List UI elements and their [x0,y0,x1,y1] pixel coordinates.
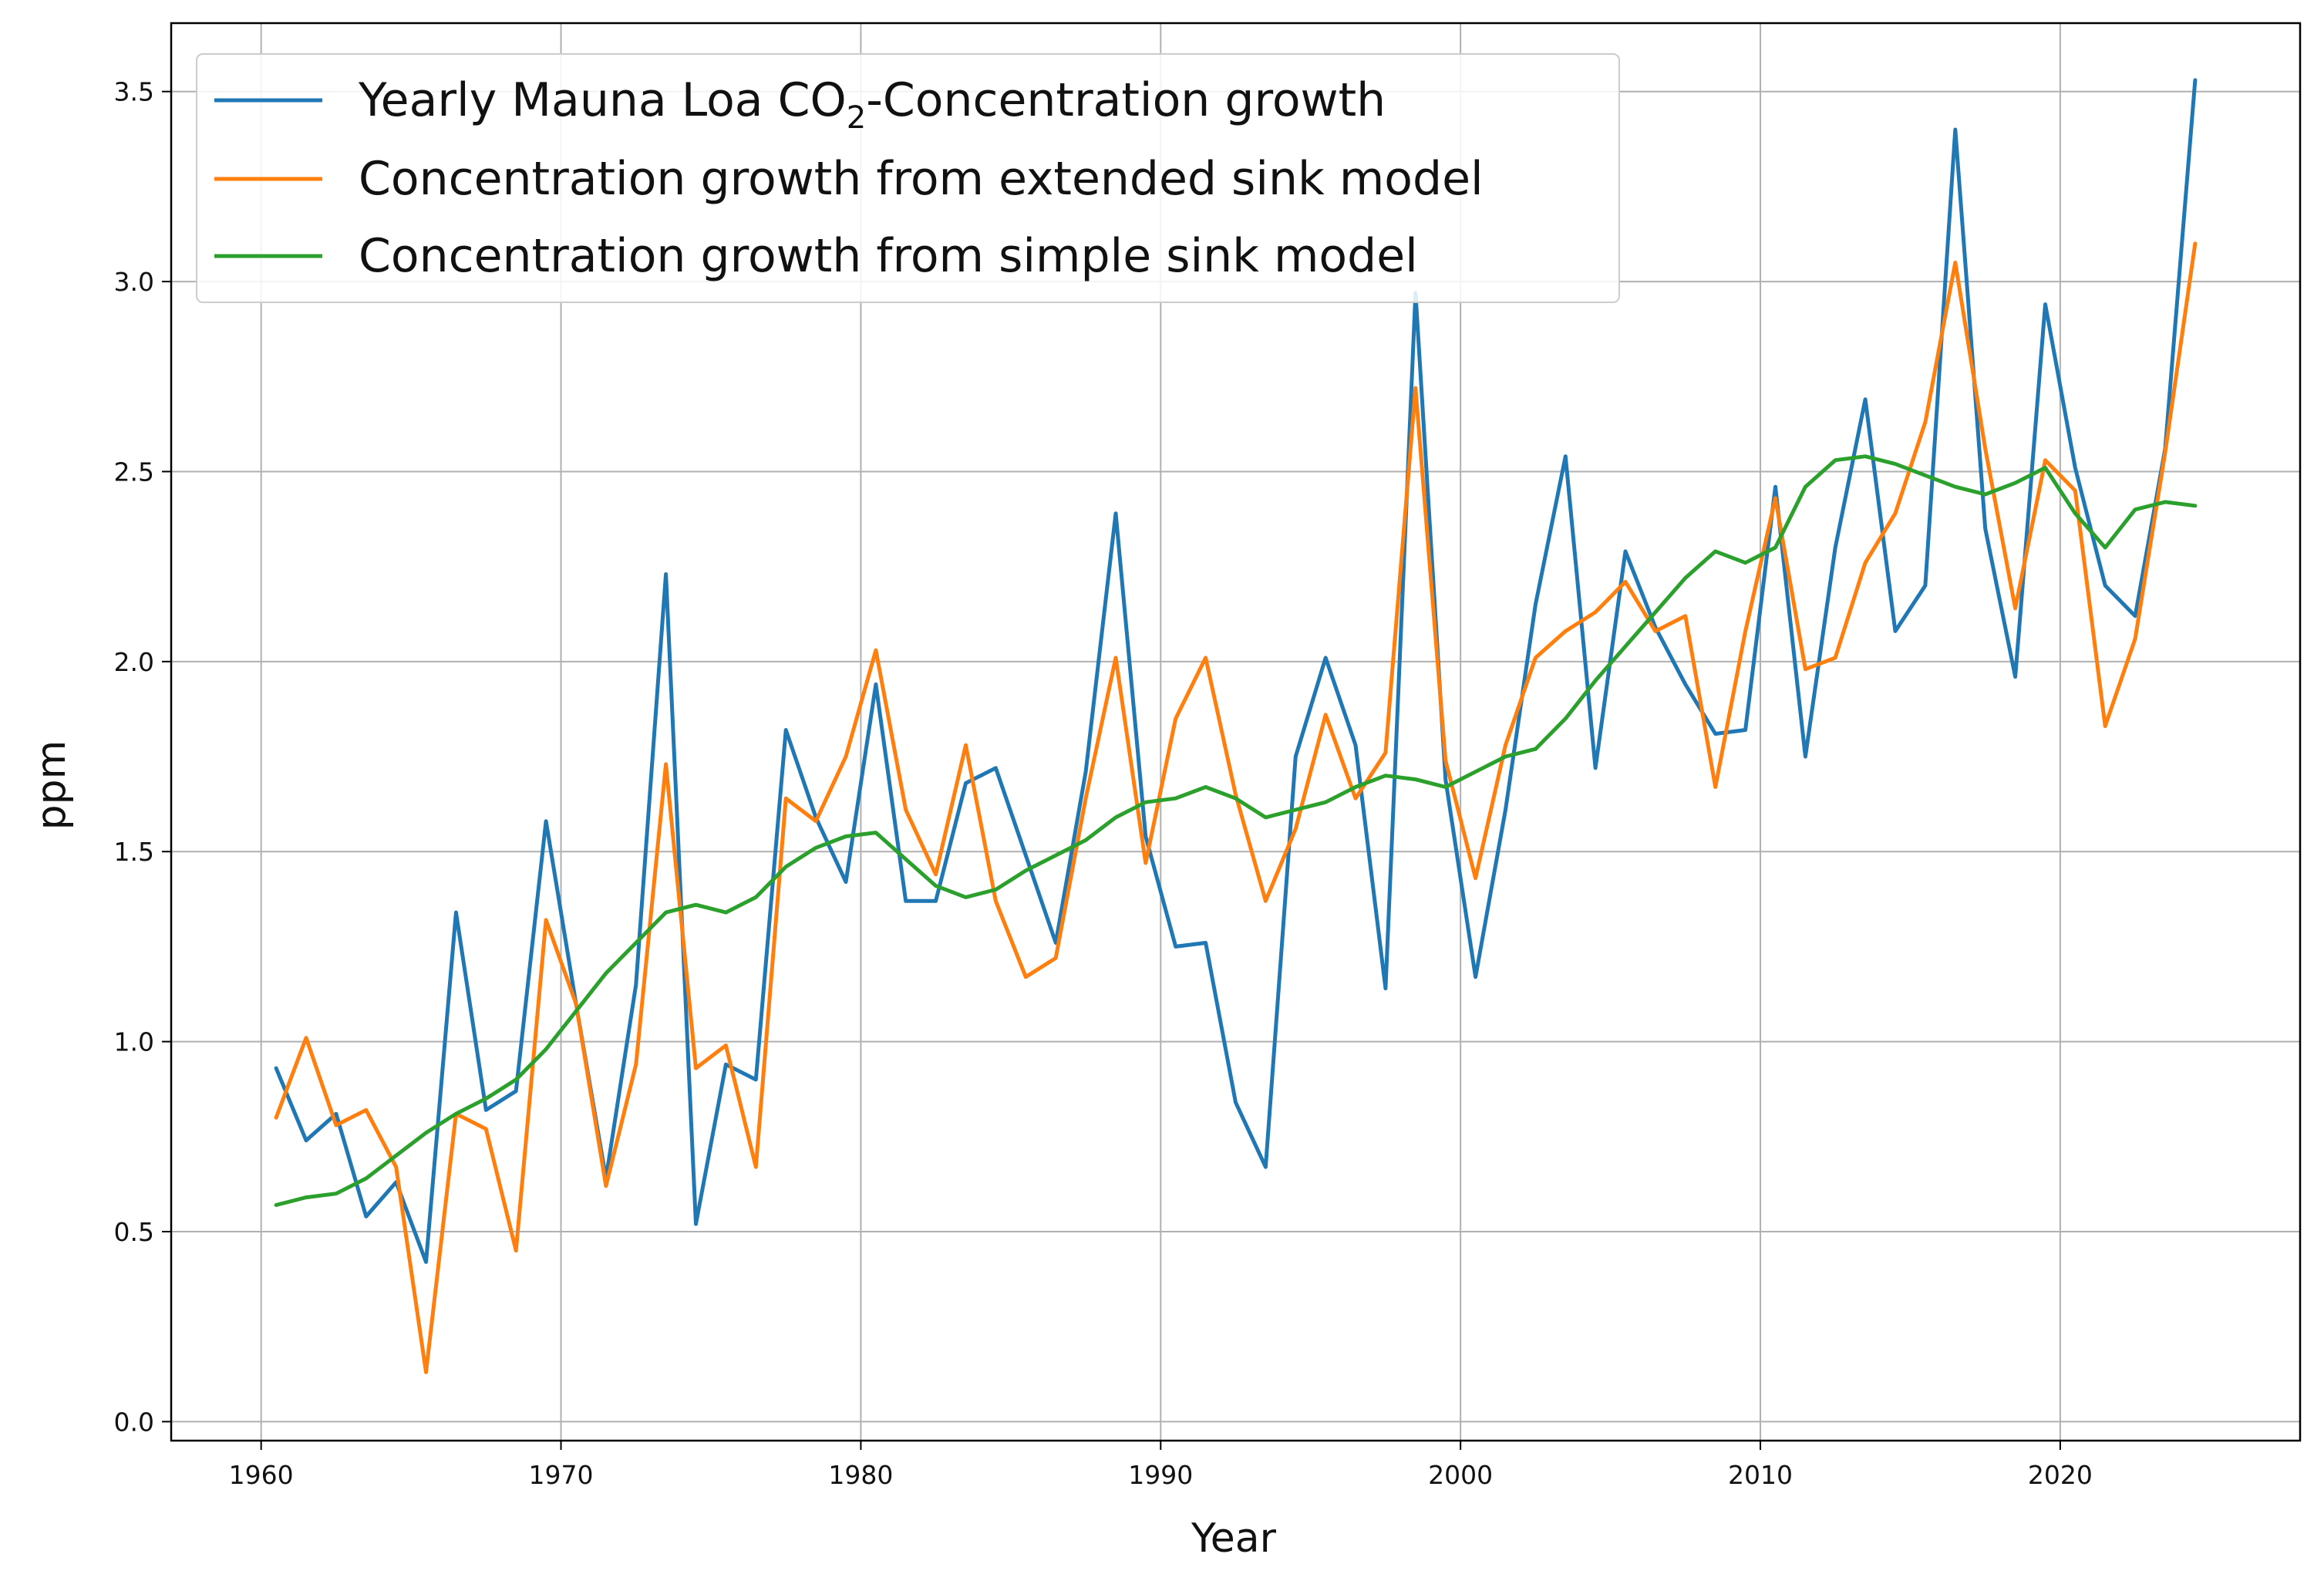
y-tick-label: 2.0 [114,647,154,677]
x-tick-label: 2000 [1428,1460,1493,1490]
legend-label-simple-model: Concentration growth from simple sink mo… [359,229,1418,283]
x-tick-label: 1990 [1128,1460,1193,1490]
legend: Yearly Mauna Loa CO2-Concentration growt… [196,53,1620,303]
y-tick-label: 0.5 [114,1217,154,1247]
y-tick-label: 0.0 [114,1407,154,1437]
series-line-extended-model [274,241,2198,1374]
x-tick-label: 1960 [229,1460,294,1490]
x-tick-label: 2010 [1728,1460,1793,1490]
legend-box [196,53,1620,303]
legend-label-observed: Yearly Mauna Loa CO2-Concentration growt… [358,73,1386,136]
axes-layer [170,22,2302,1442]
legend-label-observed-part1: Yearly Mauna Loa CO [358,73,847,127]
legend-label-observed-subscript: 2 [847,100,866,136]
y-tick-label: 1.0 [114,1027,154,1057]
legend-label-observed-part2: -Concentration growth [866,73,1386,127]
x-axis-label: Year [1191,1515,1277,1562]
series-layer [274,78,2198,1374]
y-axis-label: ppm [29,740,75,831]
legend-label-extended-model: Concentration growth from extended sink … [359,152,1484,206]
y-tick-label: 2.5 [114,457,154,487]
ticks-layer: 1960 1970 1980 1990 2000 2010 2020 0.0 0.5 1.0 1.5… [114,77,2093,1490]
plot-frame [170,22,2302,1442]
x-tick-label: 2020 [2028,1460,2093,1490]
x-tick-label: 1980 [828,1460,893,1490]
x-tick-label: 1970 [529,1460,594,1490]
y-tick-label: 1.5 [114,837,154,867]
y-tick-label: 3.5 [114,77,154,107]
series-line-simple-model [274,454,2198,1207]
y-tick-label: 3.0 [114,267,154,297]
